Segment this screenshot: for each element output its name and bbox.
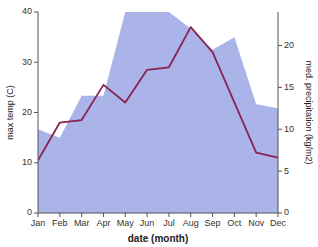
x-tick-label: Oct [227, 218, 242, 228]
precipitation-area [38, 12, 278, 213]
x-tick-label: Mar [74, 218, 90, 228]
y-axis-label: max temp (C) [5, 85, 15, 140]
x-tick [278, 213, 279, 217]
y2-tick-label: 15 [284, 82, 294, 92]
x-axis-label: date (month) [128, 233, 189, 244]
plot-area [38, 12, 278, 213]
x-tick [38, 213, 39, 217]
x-tick [168, 213, 169, 217]
y-tick [34, 62, 38, 63]
x-tick [256, 213, 257, 217]
y-tick-label: 40 [22, 6, 32, 16]
x-tick [125, 213, 126, 217]
x-axis-line [38, 213, 278, 214]
x-tick-label: Feb [52, 218, 68, 228]
x-tick-label: Jun [140, 218, 155, 228]
y-tick [34, 213, 38, 214]
x-tick [147, 213, 148, 217]
y2-tick [278, 45, 282, 46]
y-tick-label: 10 [22, 157, 32, 167]
x-tick-label: Dec [270, 218, 287, 228]
y2-axis-line [278, 12, 279, 213]
x-tick [81, 213, 82, 217]
x-tick-label: Apr [96, 218, 110, 228]
x-tick-label: Jan [31, 218, 46, 228]
y-tick [34, 162, 38, 163]
y2-axis-label: med. precipitation (kg/m2) [304, 60, 314, 164]
y2-tick-label: 0 [284, 207, 289, 217]
y-tick [34, 112, 38, 113]
x-tick-label: Sep [205, 218, 221, 228]
y-tick-label: 0 [27, 207, 32, 217]
y-tick-label: 30 [22, 57, 32, 67]
chart: 0 10 20 30 40 0 5 10 15 20 Jan Feb Mar Apr May Jun Jul Au… [0, 0, 318, 247]
x-tick [59, 213, 60, 217]
y-tick-label: 20 [22, 107, 32, 117]
x-tick [234, 213, 235, 217]
y2-tick-label: 5 [284, 166, 289, 176]
x-tick [190, 213, 191, 217]
x-tick-label: May [117, 218, 135, 228]
y2-tick [278, 213, 282, 214]
axes: 0 10 20 30 40 0 5 10 15 20 Jan Feb Mar Apr May Jun Jul Au… [22, 6, 294, 228]
x-tick [212, 213, 213, 217]
y2-tick-label: 10 [284, 124, 294, 134]
y2-tick [278, 129, 282, 130]
y2-tick [278, 171, 282, 172]
x-tick [103, 213, 104, 217]
y-tick [34, 12, 38, 13]
y2-tick [278, 87, 282, 88]
x-tick-label: Nov [248, 218, 265, 228]
y2-tick-label: 20 [284, 40, 294, 50]
x-tick-label: Jul [163, 218, 175, 228]
temperature-line [38, 27, 278, 160]
x-tick-label: Aug [183, 218, 199, 228]
